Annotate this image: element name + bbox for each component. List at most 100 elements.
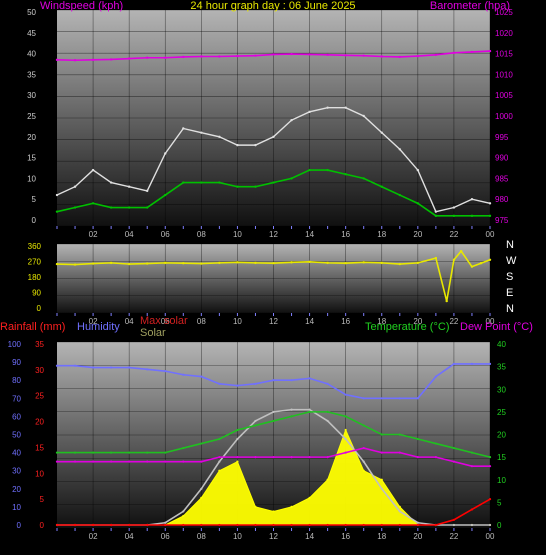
dewpoint-point [380,451,383,454]
direction-tick-label: 270 [28,258,42,267]
rainfall-point [146,523,149,527]
rainfall-label: Rainfall (mm) [0,321,65,333]
rainfall-point [488,498,492,501]
humidity-point [290,379,293,382]
dewpoint-point [470,465,474,468]
x-tick-label: 14 [305,317,314,326]
humidity-tick-label: 10 [12,503,21,512]
wind-gust-point [452,206,456,209]
rain-tick-label: 25 [35,392,44,401]
barometer-point [452,51,456,54]
humidity-point [416,397,419,400]
wind-average-point [362,177,365,180]
rainfall-point [73,523,77,527]
wind-average-point [416,202,420,205]
rainfall-point [110,523,113,527]
humidity-tick-label: 0 [17,521,22,530]
wind-average-point [290,177,293,180]
wind-gust-point [55,193,59,197]
direction-panel-series [55,249,492,303]
rainfall-point [290,523,293,527]
wind-direction-point [236,261,239,264]
solar-point [254,505,257,508]
temperature-tick-label: 40 [497,340,506,349]
maxsolar-point [308,408,311,411]
dewpoint-point [452,460,456,463]
wind-average-point [488,214,492,218]
solar-point [326,478,329,481]
rainfall-point [344,523,347,527]
barometer-point [109,58,113,61]
wind-gust-point [182,127,185,130]
barometer-point [236,54,239,58]
dewpoint-point [200,460,203,463]
x-tick-label: 00 [486,317,495,326]
barometer-point [127,57,131,60]
humidity-point [254,382,257,385]
wind-direction-point [73,263,77,266]
barometer-point [398,55,401,59]
barometer-tick-label: 1025 [495,8,513,17]
wind-average-point [182,181,185,184]
barometer-point [164,56,167,59]
rainfall-point [91,523,95,527]
rainfall-point [128,523,131,527]
humidity-point [344,393,347,396]
x-tick-label: 08 [197,317,206,326]
x-tick-label: 08 [197,230,206,239]
rainfall-point [218,523,221,527]
barometer-point [488,49,492,53]
humidity-tick-label: 20 [12,485,21,494]
barometer-point [218,55,221,58]
maxsolar-point [182,510,185,513]
wind-direction-point [479,262,483,265]
rainfall-point [182,523,185,527]
rainfall-point [380,523,383,527]
barometer-tick-label: 985 [495,174,509,183]
x-tick-label: 06 [161,230,170,239]
dewpoint-point [218,456,221,459]
rainfall-point [55,523,59,527]
temperature-point [434,442,437,445]
humidity-tick-label: 30 [12,467,21,476]
weather-panel-ticks: 02 04 06 08 10 12 14 16 18 20 22 000102030405060708… [8,340,507,541]
dewpoint-point [110,460,113,463]
wind-gust-point [398,148,401,151]
barometer-tick-label: 1020 [495,29,513,38]
dewpoint-point [182,460,185,463]
barometer-point [55,58,59,62]
maxsolar-label: Max solar [140,315,188,327]
x-tick-label: 00 [486,532,495,541]
barometer-point [380,55,383,58]
x-tick-label: 10 [233,317,242,326]
humidity-point [73,364,77,367]
humidity-label: Humidity [77,321,120,333]
wind-tick-label: 25 [27,112,36,121]
maxsolar-point [236,437,239,441]
maxsolar-point [344,437,347,441]
temperature-point [308,410,311,413]
wind-gust-point [218,135,221,138]
humidity-point [91,366,95,369]
wind-direction-point [290,261,293,264]
humidity-point [55,364,59,367]
x-tick-label: 10 [233,230,242,239]
wind-direction-point [398,262,401,266]
chart-title: 24 hour graph day : 06 June 2025 [190,0,355,12]
barometer-tick-label: 980 [495,195,509,204]
barometer-point [470,50,474,54]
barometer-point [290,52,293,56]
barometer-tick-label: 1015 [495,50,513,59]
dewpoint-point [416,456,419,459]
solar-point [236,460,239,463]
barometer-point [416,54,420,58]
humidity-point [236,384,239,387]
x-tick-label: 22 [449,230,458,239]
dewpoint-point [128,460,131,463]
wind-gust-point [200,131,203,134]
temperature-point [380,433,383,436]
wind-tick-label: 40 [27,50,36,59]
temperature-point [218,437,221,441]
